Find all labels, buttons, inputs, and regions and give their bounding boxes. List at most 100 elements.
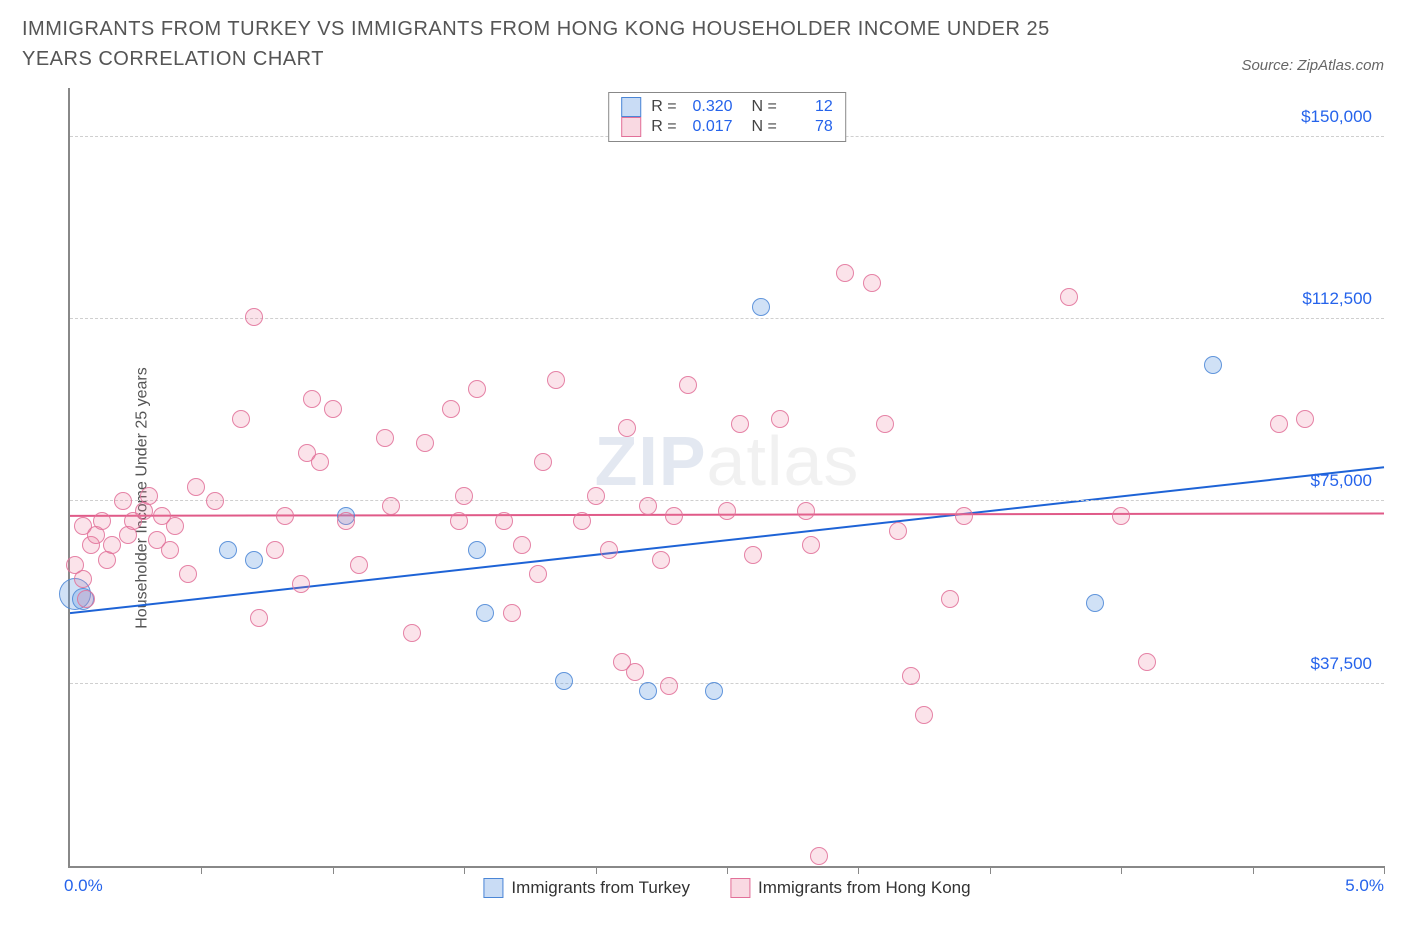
data-point	[503, 604, 521, 622]
plot-area: ZIPatlas R = 0.320 N = 12 R = 0.017 N = …	[68, 88, 1384, 868]
data-point	[955, 507, 973, 525]
x-tick	[596, 866, 597, 874]
data-point	[245, 308, 263, 326]
data-point	[731, 415, 749, 433]
legend-n-label: N =	[743, 118, 777, 136]
data-point	[311, 453, 329, 471]
data-point	[382, 497, 400, 515]
legend-item-turkey: Immigrants from Turkey	[483, 878, 690, 898]
data-point	[403, 624, 421, 642]
data-point	[600, 541, 618, 559]
data-point	[752, 298, 770, 316]
data-point	[250, 609, 268, 627]
legend-row-turkey: R = 0.320 N = 12	[621, 97, 833, 117]
legend-r-value: 0.017	[687, 118, 733, 136]
legend-r-value: 0.320	[687, 98, 733, 116]
data-point	[915, 706, 933, 724]
data-point	[179, 565, 197, 583]
data-point	[303, 390, 321, 408]
data-point	[161, 541, 179, 559]
data-point	[639, 497, 657, 515]
data-point	[77, 590, 95, 608]
data-point	[276, 507, 294, 525]
data-point	[802, 536, 820, 554]
legend-label: Immigrants from Turkey	[511, 878, 690, 898]
data-point	[292, 575, 310, 593]
legend-n-label: N =	[743, 98, 777, 116]
data-point	[266, 541, 284, 559]
chart-title: IMMIGRANTS FROM TURKEY VS IMMIGRANTS FRO…	[22, 14, 1122, 74]
data-point	[555, 672, 573, 690]
gridline	[70, 683, 1384, 684]
data-point	[93, 512, 111, 530]
chart-container: Householder Income Under 25 years ZIPatl…	[22, 88, 1384, 908]
x-tick	[1384, 866, 1385, 874]
data-point	[744, 546, 762, 564]
x-tick	[990, 866, 991, 874]
trend-line	[70, 467, 1384, 613]
data-point	[324, 400, 342, 418]
x-axis-min: 0.0%	[64, 876, 103, 896]
x-tick	[201, 866, 202, 874]
data-point	[836, 264, 854, 282]
data-point	[187, 478, 205, 496]
data-point	[140, 487, 158, 505]
x-tick	[1253, 866, 1254, 874]
data-point	[771, 410, 789, 428]
y-tick-label: $75,000	[1311, 471, 1372, 491]
data-point	[350, 556, 368, 574]
data-point	[206, 492, 224, 510]
data-point	[618, 419, 636, 437]
data-point	[573, 512, 591, 530]
swatch-blue-icon	[483, 878, 503, 898]
data-point	[705, 682, 723, 700]
data-point	[166, 517, 184, 535]
data-point	[679, 376, 697, 394]
data-point	[468, 380, 486, 398]
y-tick-label: $112,500	[1302, 289, 1372, 309]
swatch-blue-icon	[621, 97, 641, 117]
data-point	[495, 512, 513, 530]
legend-n-value: 78	[787, 118, 833, 136]
legend-stats: R = 0.320 N = 12 R = 0.017 N = 78	[608, 92, 846, 142]
y-tick-label: $37,500	[1311, 654, 1372, 674]
data-point	[450, 512, 468, 530]
gridline	[70, 318, 1384, 319]
data-point	[416, 434, 434, 452]
data-point	[652, 551, 670, 569]
data-point	[665, 507, 683, 525]
y-tick-label: $150,000	[1301, 107, 1372, 127]
data-point	[468, 541, 486, 559]
legend-label: Immigrants from Hong Kong	[758, 878, 971, 898]
data-point	[718, 502, 736, 520]
data-point	[442, 400, 460, 418]
legend-r-label: R =	[651, 118, 676, 136]
data-point	[114, 492, 132, 510]
legend-bottom: Immigrants from Turkey Immigrants from H…	[483, 878, 970, 898]
data-point	[863, 274, 881, 292]
data-point	[797, 502, 815, 520]
data-point	[660, 677, 678, 695]
x-axis-max: 5.0%	[1345, 876, 1384, 896]
data-point	[1112, 507, 1130, 525]
data-point	[476, 604, 494, 622]
data-point	[376, 429, 394, 447]
data-point	[902, 667, 920, 685]
data-point	[513, 536, 531, 554]
data-point	[103, 536, 121, 554]
data-point	[529, 565, 547, 583]
data-point	[810, 847, 828, 865]
swatch-pink-icon	[730, 878, 750, 898]
data-point	[1138, 653, 1156, 671]
data-point	[219, 541, 237, 559]
data-point	[74, 570, 92, 588]
data-point	[232, 410, 250, 428]
data-point	[534, 453, 552, 471]
swatch-pink-icon	[621, 117, 641, 137]
data-point	[889, 522, 907, 540]
legend-r-label: R =	[651, 98, 676, 116]
data-point	[587, 487, 605, 505]
data-point	[1270, 415, 1288, 433]
x-tick	[727, 866, 728, 874]
data-point	[876, 415, 894, 433]
